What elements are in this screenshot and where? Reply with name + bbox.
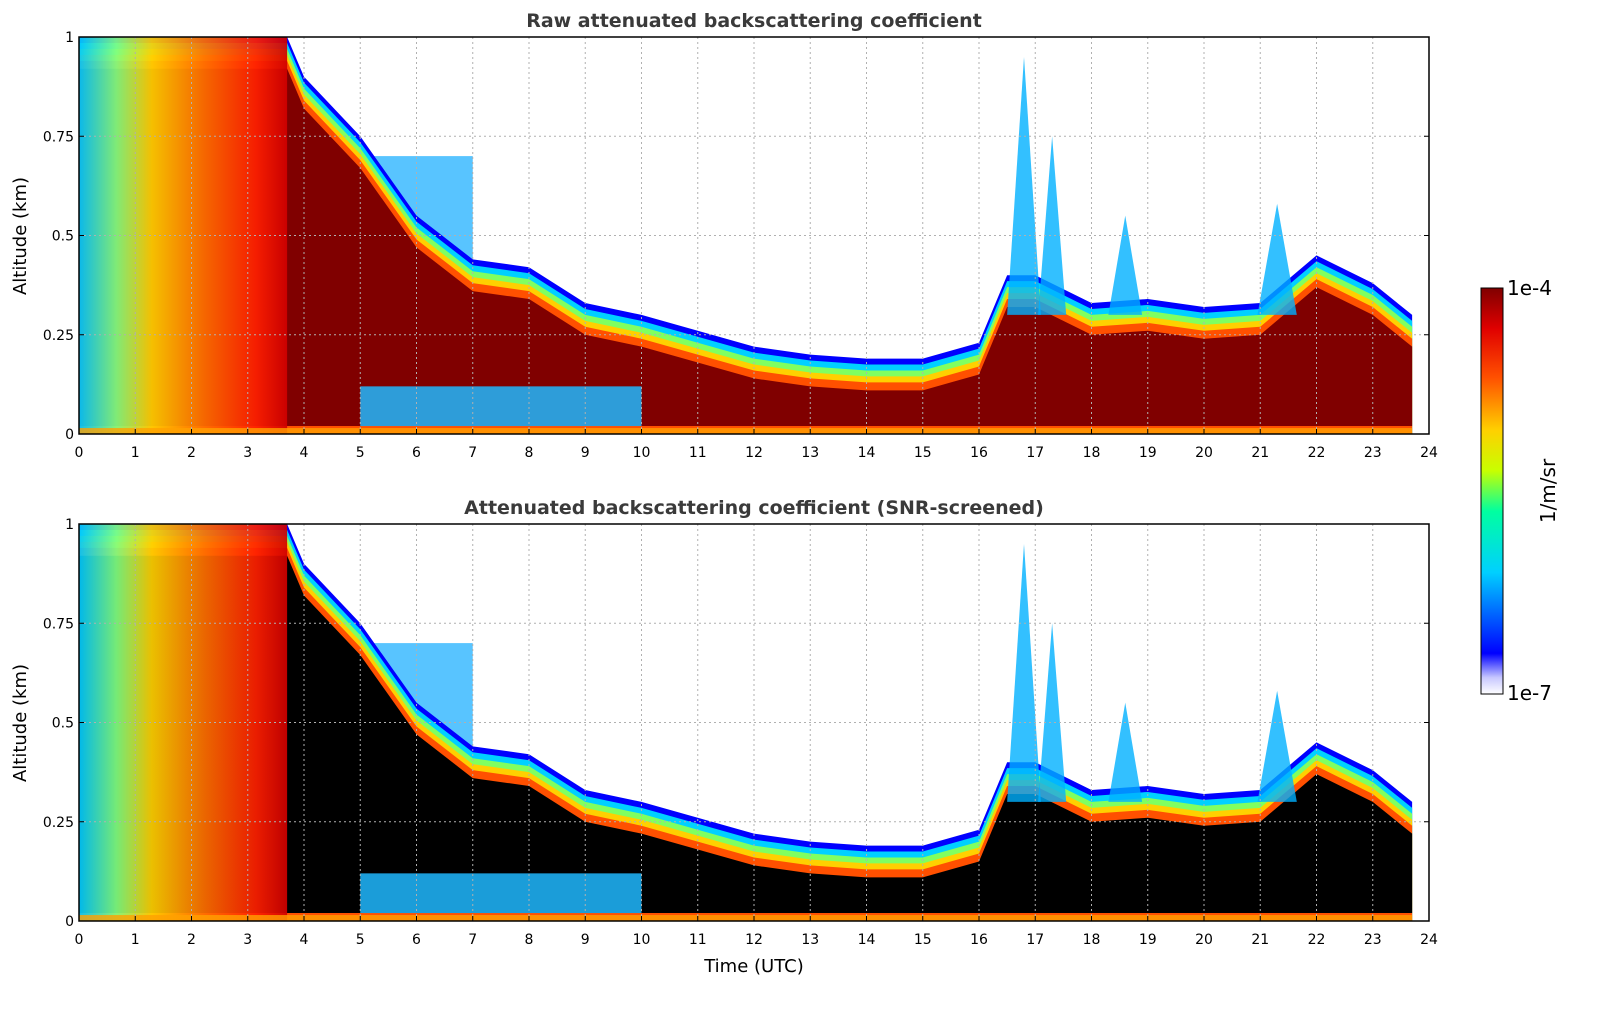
bl-core (79, 555, 1413, 914)
x-tick-label: 0 (75, 445, 84, 461)
y-tick-label: 0.75 (43, 129, 74, 145)
ground-line (79, 915, 1413, 921)
x-tick-label: 18 (1083, 932, 1101, 948)
x-tick-label: 10 (633, 445, 651, 461)
cloud-spike-1 (1038, 136, 1067, 315)
colorbar-unit-label: 1/m/sr (1536, 458, 1560, 523)
y-tick-label: 0.25 (43, 328, 74, 344)
x-tick-label: 8 (525, 445, 534, 461)
x-axis-label: Time (UTC) (703, 956, 804, 977)
x-tick-label: 24 (1420, 932, 1438, 948)
grid-raw (79, 37, 1429, 434)
x-tick-label: 4 (300, 932, 309, 948)
x-tick-label: 10 (633, 932, 651, 948)
x-tick-label: 9 (581, 445, 590, 461)
x-tick-label: 3 (243, 445, 252, 461)
y-tick-label: 0.5 (52, 716, 74, 732)
x-tick-label: 21 (1251, 445, 1269, 461)
heatmap-snr-screened (79, 524, 1413, 921)
cloud-spike-2 (1108, 702, 1143, 802)
x-tick-label: 8 (525, 932, 534, 948)
x-tick-label: 7 (468, 445, 477, 461)
x-tick-label: 18 (1083, 445, 1101, 461)
x-tick-label: 17 (1026, 932, 1044, 948)
x-tick-label: 20 (1195, 932, 1213, 948)
x-tick-label: 1 (131, 445, 140, 461)
chart-title-snr: Attenuated backscattering coefficient (S… (464, 497, 1044, 519)
x-tick-label: 17 (1026, 445, 1044, 461)
grid-snr (79, 524, 1429, 921)
x-ticks-snr: 0 1 2 3 4 5 6 7 8 9 10 11 12 13 14 15 16 17 18 19 20 21 22 23 24 (75, 916, 1438, 948)
x-tick-label: 15 (914, 932, 932, 948)
x-tick-label: 19 (1139, 932, 1157, 948)
x-tick-label: 2 (187, 932, 196, 948)
x-tick-label: 23 (1364, 932, 1382, 948)
y-tick-label: 1 (65, 30, 74, 46)
x-tick-label: 0 (75, 932, 84, 948)
early-aerosol-overlay (79, 37, 288, 434)
x-tick-label: 11 (689, 932, 707, 948)
y-tick-label: 0.25 (43, 815, 74, 831)
colorbar-gradient (1480, 287, 1504, 695)
x-tick-label: 16 (970, 445, 988, 461)
x-tick-label: 15 (914, 445, 932, 461)
y-axis-label-snr: Altitude (km) (10, 664, 31, 782)
colorbar: 1e-4 1e-7 1/m/sr (1480, 276, 1560, 705)
x-tick-label: 1 (131, 932, 140, 948)
cloud-spike-0 (1007, 56, 1041, 315)
near-ground-layer (360, 386, 642, 427)
x-tick-label: 21 (1251, 932, 1269, 948)
x-tick-label: 5 (356, 445, 365, 461)
cloud-spike-3 (1257, 203, 1297, 315)
bl-core (79, 68, 1413, 427)
x-tick-label: 2 (187, 445, 196, 461)
y-tick-label: 0 (65, 914, 74, 930)
x-tick-label: 14 (858, 932, 876, 948)
x-tick-label: 5 (356, 932, 365, 948)
y-ticks-snr: 0 0.25 0.5 0.75 1 (43, 517, 1429, 930)
x-tick-label: 6 (412, 445, 421, 461)
cloud-spike-2 (1108, 215, 1143, 315)
x-tick-label: 6 (412, 932, 421, 948)
x-tick-label: 20 (1195, 445, 1213, 461)
x-tick-label: 12 (745, 445, 763, 461)
cloud-spike-0 (1007, 543, 1041, 802)
x-tick-label: 3 (243, 932, 252, 948)
y-ticks-raw: 0 0.25 0.5 0.75 1 (43, 30, 1429, 443)
x-tick-label: 22 (1308, 932, 1326, 948)
colorbar-max-label: 1e-4 (1507, 276, 1552, 300)
near-ground-layer (360, 873, 642, 914)
x-ticks-raw: 0 1 2 3 4 5 6 7 8 9 10 11 12 13 14 15 16 17 18 19 20 21 22 23 24 (75, 429, 1438, 461)
x-tick-label: 14 (858, 445, 876, 461)
cloud-spike-3 (1257, 690, 1297, 802)
x-tick-label: 16 (970, 932, 988, 948)
x-tick-label: 19 (1139, 445, 1157, 461)
x-tick-label: 12 (745, 932, 763, 948)
x-tick-label: 9 (581, 932, 590, 948)
x-tick-label: 23 (1364, 445, 1382, 461)
cloud-spike-1 (1038, 623, 1067, 802)
colorbar-min-label: 1e-7 (1507, 681, 1552, 705)
y-axis-label-raw: Altitude (km) (10, 177, 31, 295)
y-tick-label: 0.75 (43, 616, 74, 632)
heatmap-raw (79, 37, 1413, 434)
x-tick-label: 13 (801, 932, 819, 948)
x-tick-label: 4 (300, 445, 309, 461)
x-tick-label: 11 (689, 445, 707, 461)
ground-line (79, 428, 1413, 434)
y-tick-label: 1 (65, 517, 74, 533)
x-tick-label: 7 (468, 932, 477, 948)
x-tick-label: 22 (1308, 445, 1326, 461)
x-tick-label: 13 (801, 445, 819, 461)
chart-title-raw: Raw attenuated backscattering coefficien… (526, 10, 982, 32)
early-aerosol-overlay (79, 524, 288, 921)
y-tick-label: 0 (65, 427, 74, 443)
y-tick-label: 0.5 (52, 229, 74, 245)
x-tick-label: 24 (1420, 445, 1438, 461)
